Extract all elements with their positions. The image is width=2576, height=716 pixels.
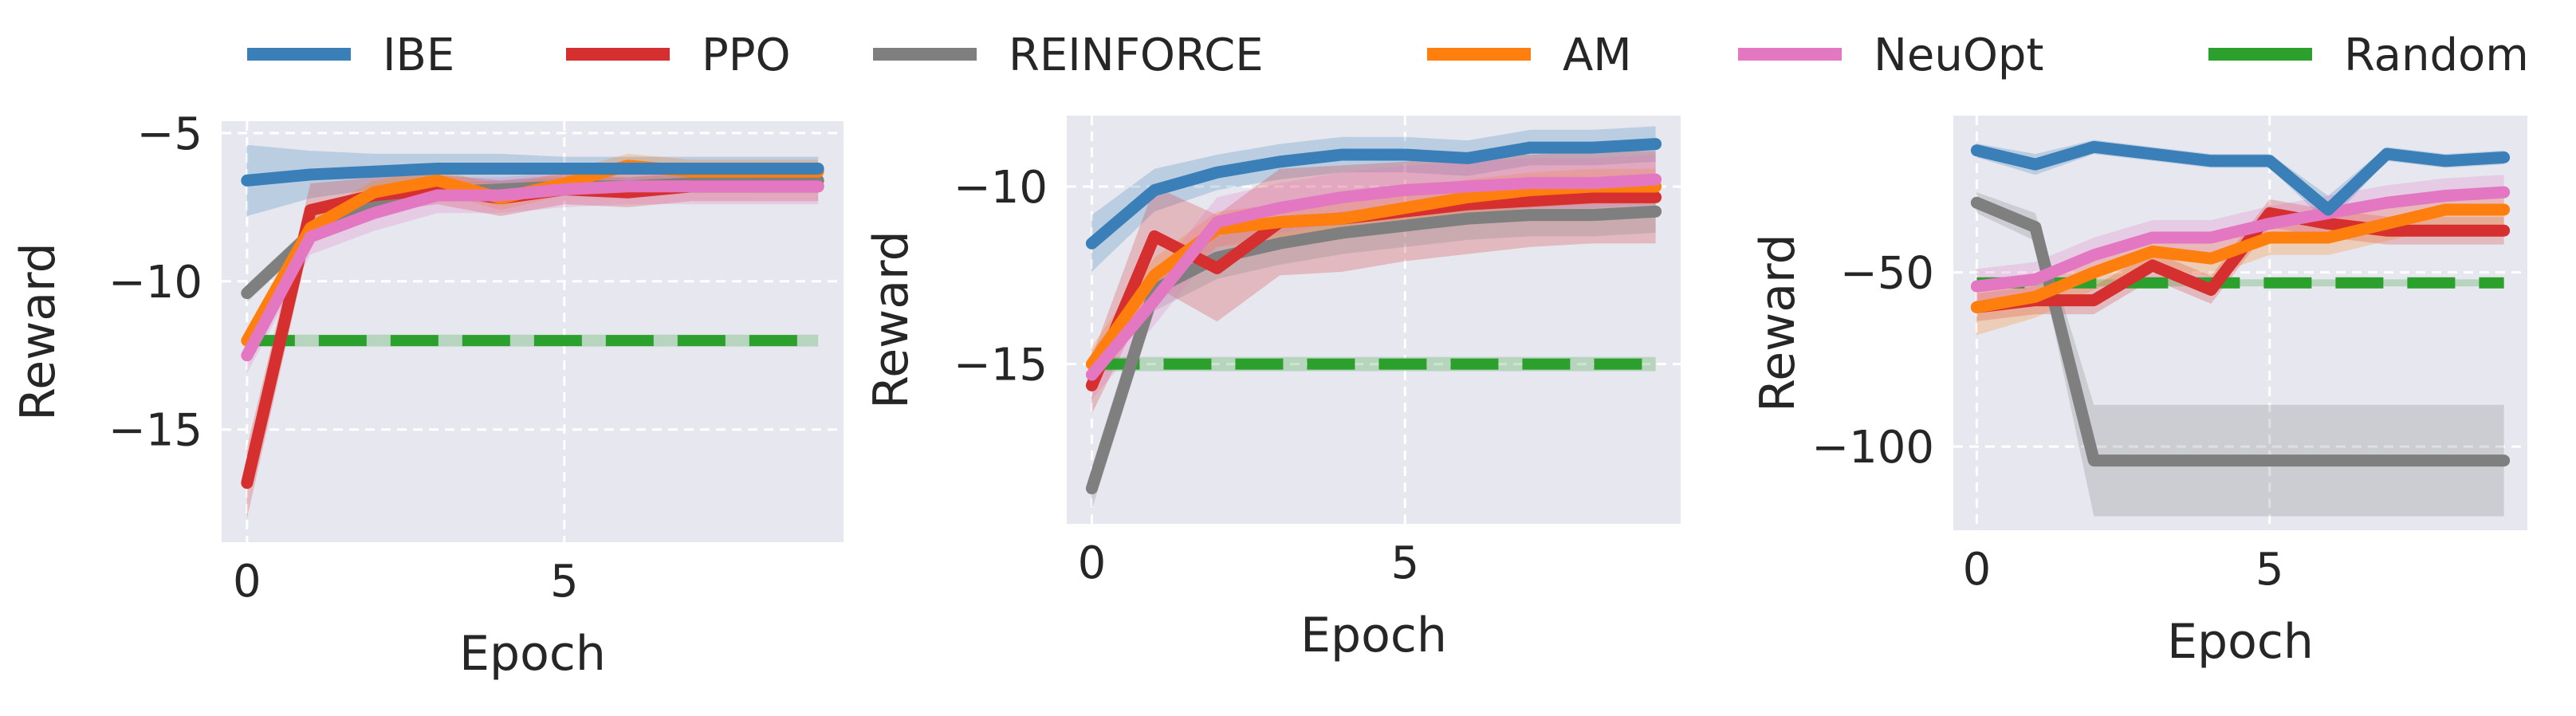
x-tick-label: 0 xyxy=(1963,544,1992,596)
legend-label-ibe: IBE xyxy=(383,30,454,81)
y-axis-label: Reward xyxy=(10,242,66,420)
legend-label-reinforce: REINFORCE xyxy=(1009,30,1264,81)
panel-3: 0 5 −50 −100 Epoch Reward xyxy=(1750,116,2527,670)
band-random xyxy=(1091,356,1656,372)
band-reinforce xyxy=(1091,190,1656,510)
legend-label-neuopt: NeuOpt xyxy=(1874,30,2043,81)
series-group xyxy=(241,144,824,519)
y-axis-label: Reward xyxy=(1750,234,1806,411)
panel-1: 0 5 −5 −10 −15 Epoch Reward xyxy=(10,108,844,682)
line-ibe xyxy=(1085,138,1662,250)
line-reinforce xyxy=(1085,205,1662,494)
y-tick-label: −50 xyxy=(1840,248,1934,300)
line-neuopt xyxy=(241,180,824,362)
legend: IBE PPO REINFORCE AM NeuOpt Random xyxy=(247,30,2529,81)
y-tick-label: −100 xyxy=(1811,422,1934,474)
y-tick-label: −10 xyxy=(108,257,203,309)
y-tick-label: −15 xyxy=(108,405,203,457)
x-tick-label: 5 xyxy=(550,556,579,608)
x-tick-label: 0 xyxy=(1078,537,1107,589)
legend-label-ppo: PPO xyxy=(702,30,791,81)
legend-label-random: Random xyxy=(2344,30,2529,81)
band-random xyxy=(246,334,819,347)
y-tick-label: −15 xyxy=(954,340,1048,391)
legend-label-am: AM xyxy=(1563,30,1632,81)
x-axis-label: Epoch xyxy=(2167,614,2314,670)
line-neuopt xyxy=(1085,173,1662,381)
y-tick-label: −10 xyxy=(954,162,1048,214)
x-tick-label: 0 xyxy=(233,556,262,608)
x-tick-label: 5 xyxy=(2255,544,2284,596)
x-tick-label: 5 xyxy=(1390,537,1419,589)
x-axis-label: Epoch xyxy=(459,626,606,682)
line-reinforce xyxy=(1970,196,2511,467)
chart-panels: 0 5 −5 −10 −15 Epoch Reward 0 5 −10 −15 Epoch Reward… xyxy=(10,108,2527,682)
y-axis-label: Reward xyxy=(863,230,919,408)
line-am xyxy=(1970,203,2511,313)
y-tick-label: −5 xyxy=(136,108,203,160)
band-ibe xyxy=(1091,126,1656,272)
band-reinforce xyxy=(1976,192,2504,517)
line-ibe xyxy=(1970,140,2511,216)
band-neuopt xyxy=(246,168,819,374)
series-group xyxy=(1970,140,2511,517)
panel-2: 0 5 −10 −15 Epoch Reward xyxy=(863,116,1681,663)
x-axis-label: Epoch xyxy=(1300,608,1447,663)
line-neuopt xyxy=(1970,186,2511,293)
line-ibe xyxy=(241,162,824,187)
series-group xyxy=(1085,126,1662,510)
